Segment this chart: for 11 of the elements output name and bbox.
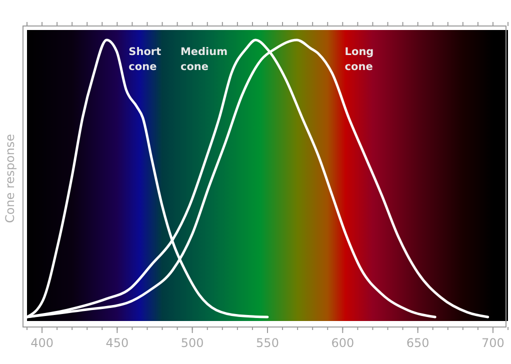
x-tick-label: 450	[106, 336, 129, 350]
series-label: Long cone	[344, 46, 374, 73]
series-label: Medium cone	[180, 46, 228, 73]
x-tick-label: 700	[482, 336, 504, 350]
x-tick-label: 400	[30, 336, 54, 350]
y-axis-title: Cone response	[3, 134, 17, 224]
x-tick-label: 650	[406, 336, 430, 350]
x-tick-label: 600	[331, 336, 354, 350]
series-label: Short cone	[128, 46, 162, 73]
x-tick-label: 550	[256, 336, 279, 350]
x-tick-label: 500	[180, 336, 204, 350]
